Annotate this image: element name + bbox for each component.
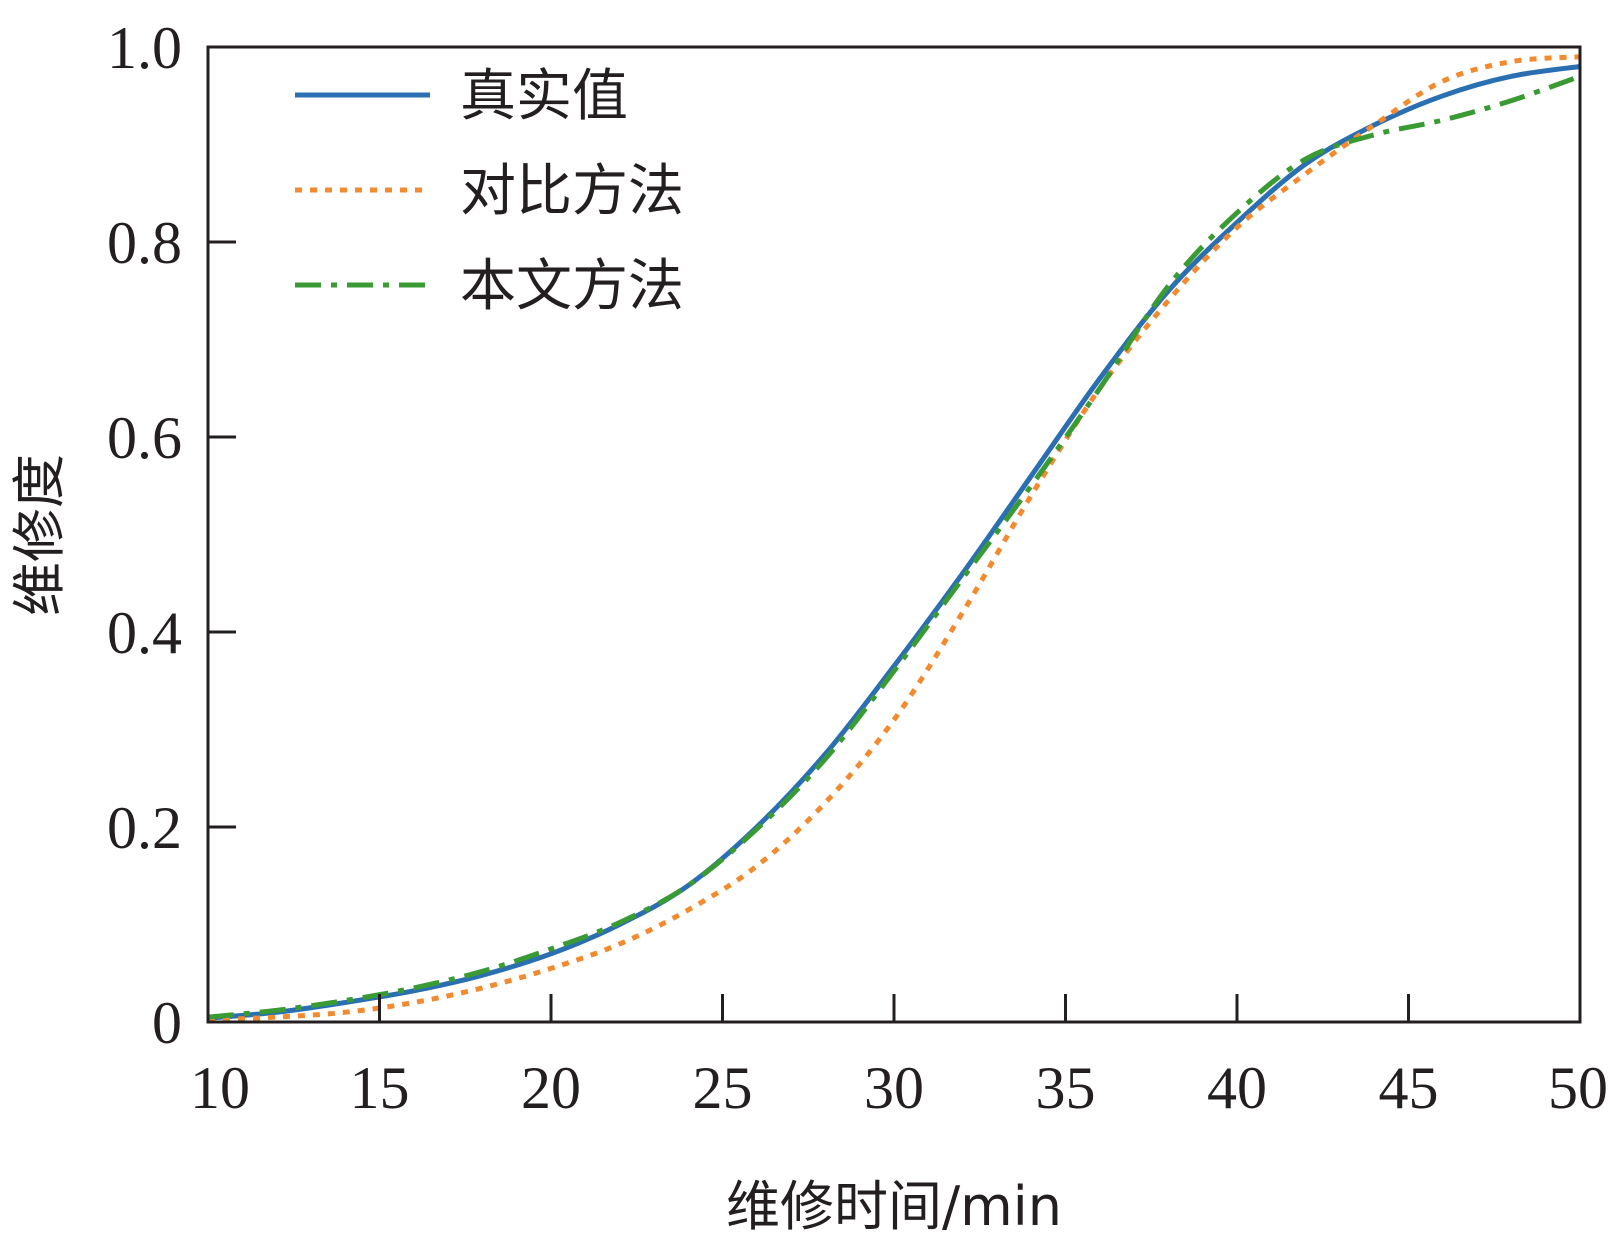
x-tick-label: 20 (521, 1055, 581, 1121)
x-axis-ticks: 10 15 20 25 30 35 40 45 50 (190, 994, 1608, 1121)
plot-layer (207, 54, 1581, 1023)
legend-label-1: 真实值 (460, 64, 628, 129)
x-axis-title: 维修时间/min (726, 1175, 1062, 1238)
x-tick-label: 30 (864, 1055, 924, 1121)
series-line-2 (207, 54, 1581, 1023)
y-tick-label: 1.0 (107, 15, 182, 81)
y-axis-title: 维修度 (8, 454, 71, 616)
plot-frame (206, 45, 1582, 1024)
legend-label-3: 本文方法 (460, 254, 684, 319)
y-axis-ticks: 0 0.2 0.4 0.6 0.8 1.0 (107, 15, 236, 1056)
x-tick-label: 15 (350, 1055, 410, 1121)
x-tick-label: 40 (1207, 1055, 1267, 1121)
legend-label-2: 对比方法 (460, 159, 684, 224)
y-tick-label: 0 (152, 990, 182, 1056)
y-tick-label: 0.4 (107, 600, 182, 666)
series-line-1 (207, 64, 1581, 1021)
y-tick-label: 0.8 (107, 210, 182, 276)
y-tick-label: 0.6 (107, 405, 182, 471)
x-tick-label: 50 (1548, 1055, 1608, 1121)
x-tick-label: 35 (1036, 1055, 1096, 1121)
x-tick-label: 45 (1379, 1055, 1439, 1121)
y-tick-label: 0.2 (107, 795, 182, 861)
x-tick-label: 10 (190, 1055, 250, 1121)
x-tick-label: 25 (693, 1055, 753, 1121)
series-line-3 (207, 73, 1581, 1020)
